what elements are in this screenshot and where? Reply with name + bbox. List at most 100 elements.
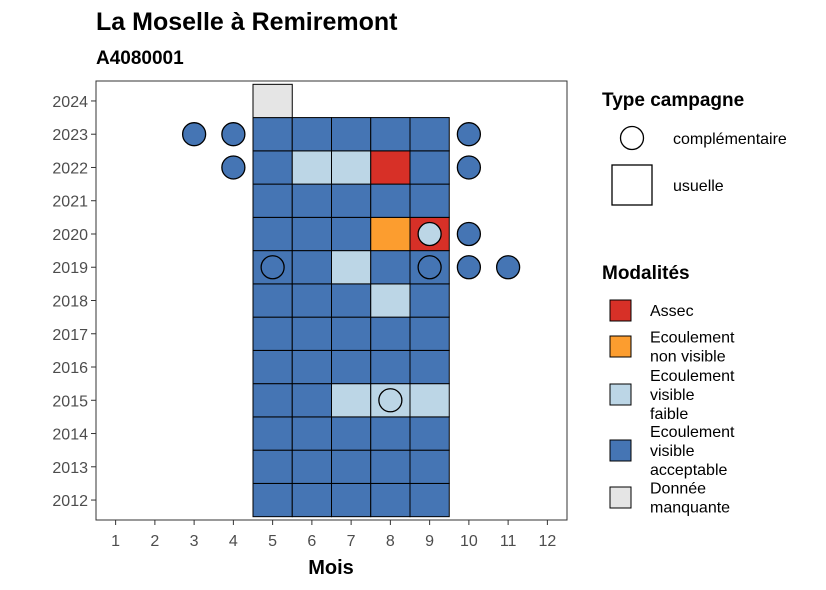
y-tick-label: 2020 xyxy=(52,227,88,244)
y-tick-label: 2024 xyxy=(52,94,88,111)
y-tick-label: 2012 xyxy=(52,493,88,510)
complementary-point xyxy=(495,255,521,280)
heatmap-cell xyxy=(409,283,450,318)
heatmap-cell xyxy=(252,83,293,119)
heatmap-cell xyxy=(370,150,411,185)
heatmap-cell xyxy=(252,349,293,385)
heatmap-cell xyxy=(409,150,450,185)
heatmap-cell xyxy=(409,117,450,152)
complementary-points xyxy=(181,122,521,413)
complementary-point xyxy=(260,255,285,280)
legend-key-ecoulement_visible_faible xyxy=(609,383,632,406)
heatmap-cell xyxy=(331,383,372,418)
legend-label-ecoulement_non_visible: Ecoulement non visible xyxy=(650,330,735,366)
x-tick-label: 11 xyxy=(500,533,517,550)
x-axis: 1 2 3 4 5 6 7 8 9 10 11 12 xyxy=(111,520,556,550)
legend-key-ecoulement_visible_acceptable xyxy=(609,439,632,462)
legend-modality-entries: Assec Ecoulement non visible Ecoulement visi… xyxy=(609,299,735,517)
heatmap-cell xyxy=(252,316,293,351)
heatmap-cell xyxy=(252,482,293,518)
x-tick-label: 7 xyxy=(347,533,356,550)
complementary-point xyxy=(417,255,442,280)
heatmap-cell xyxy=(370,482,411,518)
y-tick-label: 2021 xyxy=(52,194,88,211)
heatmap-cell xyxy=(291,416,332,451)
y-tick-label: 2018 xyxy=(52,294,88,311)
heatmap-cell xyxy=(370,316,411,351)
heatmap-cell xyxy=(331,449,372,484)
complementary-point xyxy=(456,155,482,180)
legend-title-modality: Modalités xyxy=(602,263,690,284)
x-axis-title: Mois xyxy=(308,557,354,579)
heatmap-cell xyxy=(252,150,293,185)
x-tick-label: 10 xyxy=(460,533,478,550)
heatmap-cell xyxy=(331,216,372,252)
heatmap-cell xyxy=(252,449,293,484)
heatmap-cell xyxy=(331,117,372,152)
y-axis: 2012 2013 2014 2015 2016 2017 2018 2019 2020 2021… xyxy=(52,94,96,510)
heatmap-cell xyxy=(252,416,293,451)
complementary-point xyxy=(456,255,482,280)
y-tick-label: 2013 xyxy=(52,460,88,477)
legend-campaign-entries: complémentaire usuelle xyxy=(611,125,787,206)
heatmap-cell xyxy=(331,416,372,451)
heatmap-cell xyxy=(252,283,293,318)
heatmap-cell xyxy=(331,150,372,185)
legend-label-donnee_manquante: Donnée manquante xyxy=(650,481,730,517)
legend-key-complementaire xyxy=(619,125,645,151)
heatmap-cell xyxy=(331,349,372,385)
legend-key-ecoulement_non_visible xyxy=(609,335,632,358)
x-tick-label: 2 xyxy=(150,533,159,550)
y-tick-label: 2014 xyxy=(52,427,88,444)
heatmap-cell xyxy=(291,150,332,185)
x-tick-label: 6 xyxy=(307,533,316,550)
heatmap-cell xyxy=(331,283,372,318)
y-tick-label: 2015 xyxy=(52,393,88,410)
x-tick-label: 9 xyxy=(425,533,434,550)
legend-label-ecoulement_visible_acceptable: Ecoulement visible acceptable xyxy=(650,424,735,479)
heatmap-cell xyxy=(252,383,293,418)
heatmap-cell xyxy=(370,449,411,484)
heatmap-cell xyxy=(291,482,332,518)
heatmap-cell xyxy=(370,283,411,318)
heatmap-cell xyxy=(370,416,411,451)
x-tick-label: 1 xyxy=(111,533,120,550)
heatmap-cell xyxy=(331,250,372,285)
heatmap-cell xyxy=(409,416,450,451)
y-tick-label: 2019 xyxy=(52,260,88,277)
legend-label-complementaire: complémentaire xyxy=(673,131,787,148)
heatmap-cell xyxy=(370,117,411,152)
legend-key-donnee_manquante xyxy=(609,486,632,509)
heatmap-cell xyxy=(291,250,332,285)
x-tick-label: 5 xyxy=(268,533,277,550)
legend-key-assec xyxy=(609,299,632,322)
legend: Type campagne Modalités complémentaire us… xyxy=(602,90,787,517)
legend-key-usuelle xyxy=(611,164,653,206)
complementary-point xyxy=(181,122,207,147)
heatmap-cell xyxy=(291,216,332,252)
heatmap-cell xyxy=(409,449,450,484)
complementary-point xyxy=(456,122,482,147)
legend-title-campaign: Type campagne xyxy=(602,90,744,111)
y-tick-label: 2023 xyxy=(52,127,88,144)
heatmap-cell xyxy=(370,250,411,285)
legend-label-assec: Assec xyxy=(650,303,694,320)
y-tick-label: 2022 xyxy=(52,160,88,177)
complementary-point xyxy=(221,155,246,180)
heatmap-cell xyxy=(409,316,450,351)
heatmap-cell xyxy=(291,283,332,318)
heatmap-cell xyxy=(291,349,332,385)
heatmap-cell xyxy=(409,349,450,385)
complementary-point xyxy=(417,221,442,247)
complementary-point xyxy=(378,388,403,413)
heatmap-cell xyxy=(291,449,332,484)
heatmap-cell xyxy=(331,482,372,518)
heatmap-cell xyxy=(252,183,293,218)
heatmap-cell xyxy=(291,117,332,152)
heatmap-cell xyxy=(252,117,293,152)
x-tick-label: 12 xyxy=(538,533,556,550)
heatmap-cell xyxy=(370,183,411,218)
heatmap-cells xyxy=(252,83,450,518)
complementary-point xyxy=(456,221,482,247)
heatmap-cell xyxy=(331,316,372,351)
